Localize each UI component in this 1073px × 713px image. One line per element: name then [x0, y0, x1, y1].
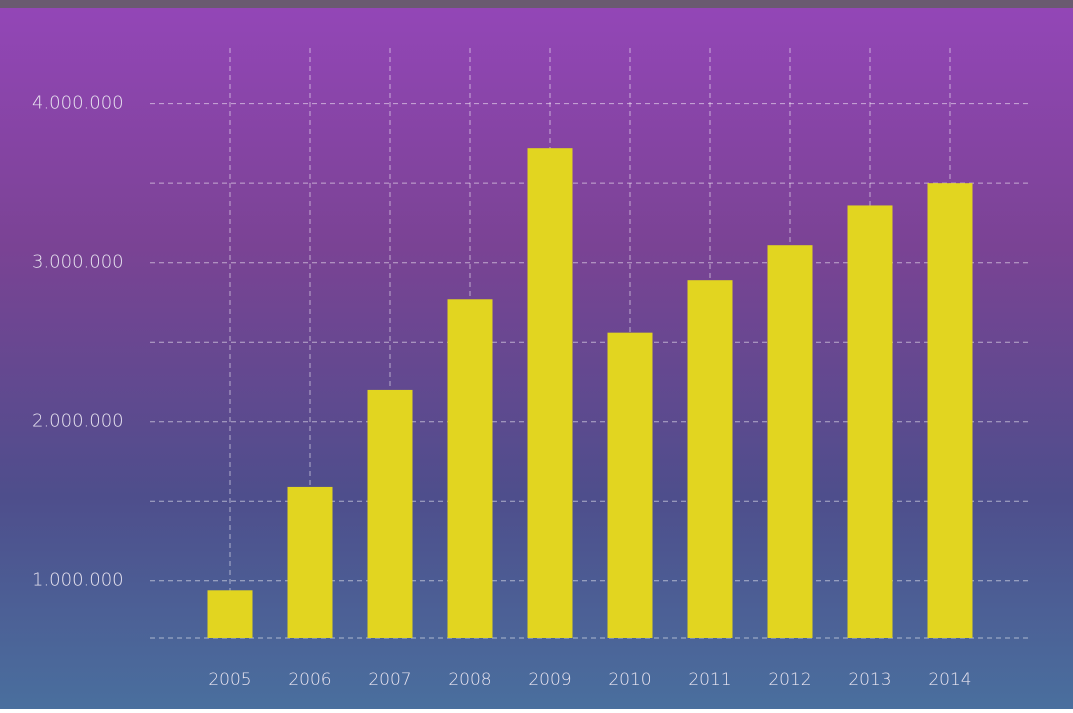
top-strip	[0, 0, 1073, 8]
bar	[607, 332, 653, 638]
y-tick-label: 3.000.000	[32, 252, 124, 273]
x-tick-label: 2010	[608, 670, 651, 690]
bar	[767, 245, 813, 638]
bar	[207, 590, 253, 638]
x-tick-label: 2011	[688, 670, 731, 690]
x-tick-label: 2005	[208, 670, 251, 690]
bar	[287, 486, 333, 638]
y-tick-label: 1.000.000	[32, 570, 124, 591]
y-tick-label: 2.000.000	[32, 411, 124, 432]
x-tick-label: 2012	[768, 670, 811, 690]
x-tick-label: 2014	[928, 670, 971, 690]
bar	[447, 299, 493, 638]
x-tick-label: 2008	[448, 670, 491, 690]
bar	[527, 148, 573, 639]
bar	[847, 205, 893, 639]
bar	[687, 280, 733, 638]
x-tick-label: 2006	[288, 670, 331, 690]
bar	[927, 183, 973, 638]
x-tick-label: 2009	[528, 670, 571, 690]
bar	[367, 389, 413, 638]
y-tick-label: 4.000.000	[32, 93, 124, 114]
x-tick-label: 2013	[848, 670, 891, 690]
x-tick-label: 2007	[368, 670, 411, 690]
